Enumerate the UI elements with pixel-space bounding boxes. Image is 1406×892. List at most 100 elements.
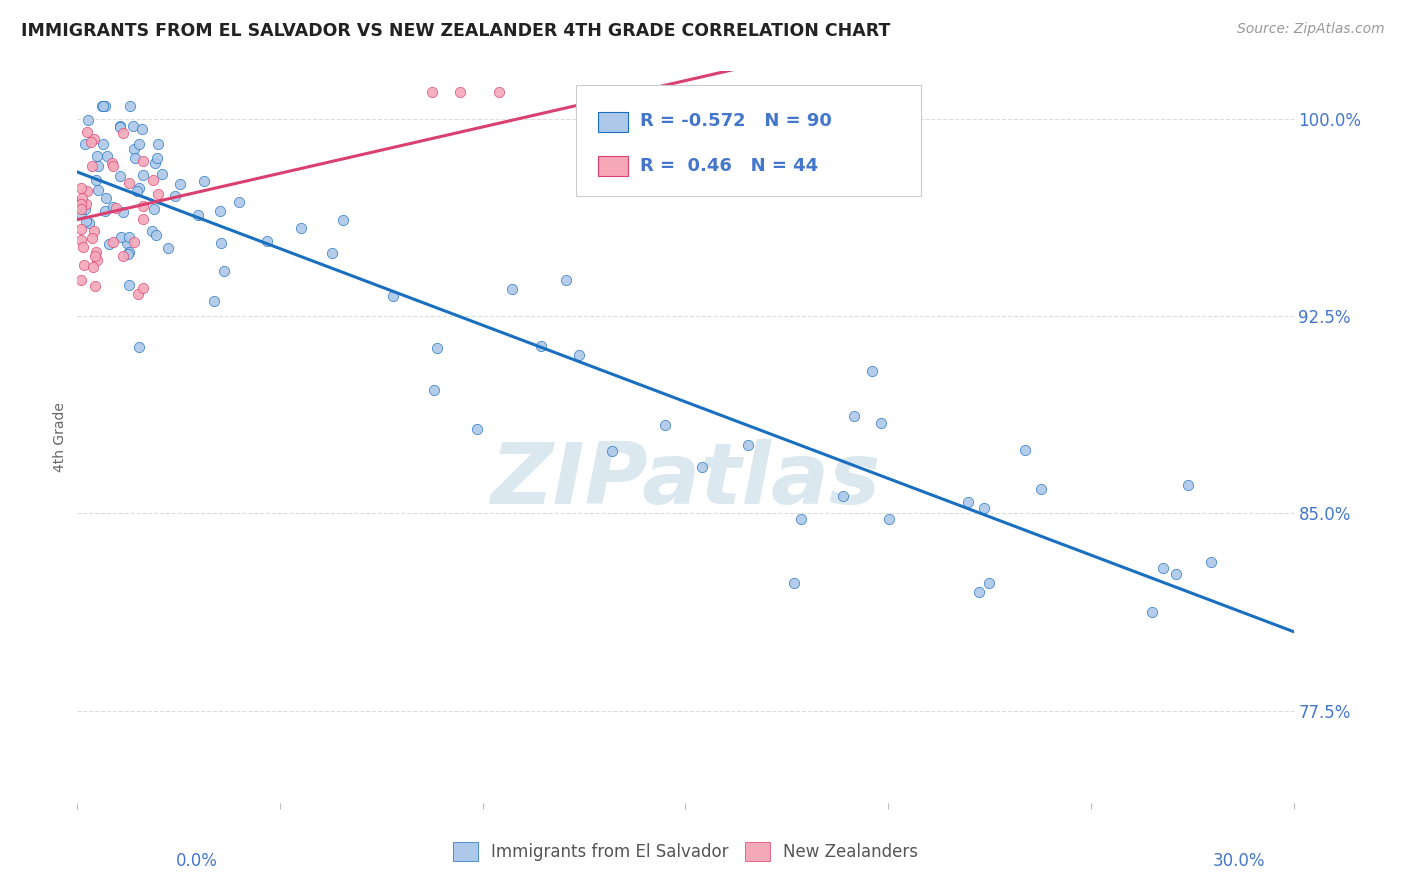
- Point: [128, 340, 150, 354]
- Point: [157, 241, 180, 255]
- Point: [118, 244, 141, 259]
- Point: [82, 260, 104, 275]
- Point: [117, 246, 139, 260]
- Point: [568, 348, 591, 362]
- Point: [877, 511, 900, 525]
- Point: [80, 231, 103, 245]
- Point: [131, 122, 153, 136]
- Point: [87, 183, 110, 197]
- Point: [783, 86, 806, 100]
- Point: [101, 235, 124, 250]
- Point: [488, 86, 510, 100]
- Point: [132, 212, 155, 227]
- Point: [973, 500, 995, 515]
- Point: [209, 235, 232, 250]
- Point: [87, 159, 110, 173]
- Point: [979, 576, 1001, 591]
- Point: [108, 120, 131, 135]
- Point: [145, 228, 167, 243]
- Point: [84, 173, 107, 187]
- Point: [91, 136, 114, 151]
- Point: [426, 341, 449, 355]
- Point: [91, 98, 114, 112]
- Point: [83, 279, 105, 293]
- Point: [83, 131, 105, 145]
- Text: 30.0%: 30.0%: [1213, 852, 1265, 870]
- Point: [112, 205, 135, 219]
- Point: [967, 585, 990, 599]
- Point: [70, 233, 93, 247]
- Point: [202, 293, 225, 308]
- Point: [143, 155, 166, 169]
- Text: R = -0.572   N = 90: R = -0.572 N = 90: [640, 112, 831, 130]
- Point: [72, 240, 94, 254]
- Point: [957, 495, 980, 509]
- Point: [193, 174, 215, 188]
- Text: R =  0.46   N = 44: R = 0.46 N = 44: [640, 157, 818, 175]
- Point: [382, 289, 405, 303]
- Point: [465, 422, 488, 436]
- Point: [640, 86, 662, 100]
- Point: [690, 460, 713, 475]
- Point: [530, 339, 553, 353]
- Point: [122, 119, 145, 133]
- Y-axis label: 4th Grade: 4th Grade: [53, 402, 67, 472]
- Point: [73, 136, 96, 151]
- Point: [169, 177, 191, 191]
- Point: [73, 202, 96, 217]
- Point: [600, 444, 623, 458]
- Point: [832, 489, 855, 503]
- Point: [70, 181, 93, 195]
- Point: [124, 151, 146, 165]
- Point: [256, 235, 278, 249]
- Point: [76, 125, 98, 139]
- Text: IMMIGRANTS FROM EL SALVADOR VS NEW ZEALANDER 4TH GRADE CORRELATION CHART: IMMIGRANTS FROM EL SALVADOR VS NEW ZEALA…: [21, 22, 890, 40]
- Point: [208, 204, 231, 219]
- Point: [148, 136, 170, 151]
- Point: [70, 197, 93, 211]
- Point: [737, 438, 759, 452]
- Point: [72, 190, 94, 204]
- Point: [150, 167, 173, 181]
- Point: [332, 213, 354, 227]
- Point: [142, 202, 165, 216]
- Point: [790, 512, 813, 526]
- Point: [70, 202, 93, 216]
- Point: [146, 151, 169, 165]
- Point: [148, 186, 170, 201]
- Point: [76, 184, 98, 198]
- Point: [100, 155, 122, 169]
- Point: [104, 201, 127, 215]
- Point: [501, 282, 523, 296]
- Point: [118, 176, 141, 190]
- Legend: Immigrants from El Salvador, New Zealanders: Immigrants from El Salvador, New Zealand…: [446, 835, 925, 868]
- Point: [115, 235, 138, 250]
- Point: [1177, 478, 1199, 492]
- Point: [75, 214, 97, 228]
- Point: [127, 287, 149, 301]
- Point: [860, 364, 883, 378]
- Point: [132, 199, 155, 213]
- Point: [122, 235, 145, 249]
- Point: [93, 98, 115, 112]
- Point: [111, 249, 134, 263]
- Point: [165, 189, 187, 203]
- Point: [132, 168, 155, 182]
- Point: [117, 277, 139, 292]
- Point: [101, 201, 124, 215]
- Point: [82, 159, 104, 173]
- Point: [83, 249, 105, 263]
- Point: [1029, 482, 1052, 496]
- Point: [187, 208, 209, 222]
- Point: [132, 281, 155, 295]
- Point: [70, 207, 93, 221]
- Point: [128, 137, 150, 152]
- Point: [94, 191, 117, 205]
- Point: [70, 195, 93, 210]
- Point: [290, 221, 312, 235]
- Point: [108, 119, 131, 133]
- Point: [70, 222, 93, 236]
- Point: [73, 259, 96, 273]
- Point: [70, 273, 93, 287]
- Point: [83, 224, 105, 238]
